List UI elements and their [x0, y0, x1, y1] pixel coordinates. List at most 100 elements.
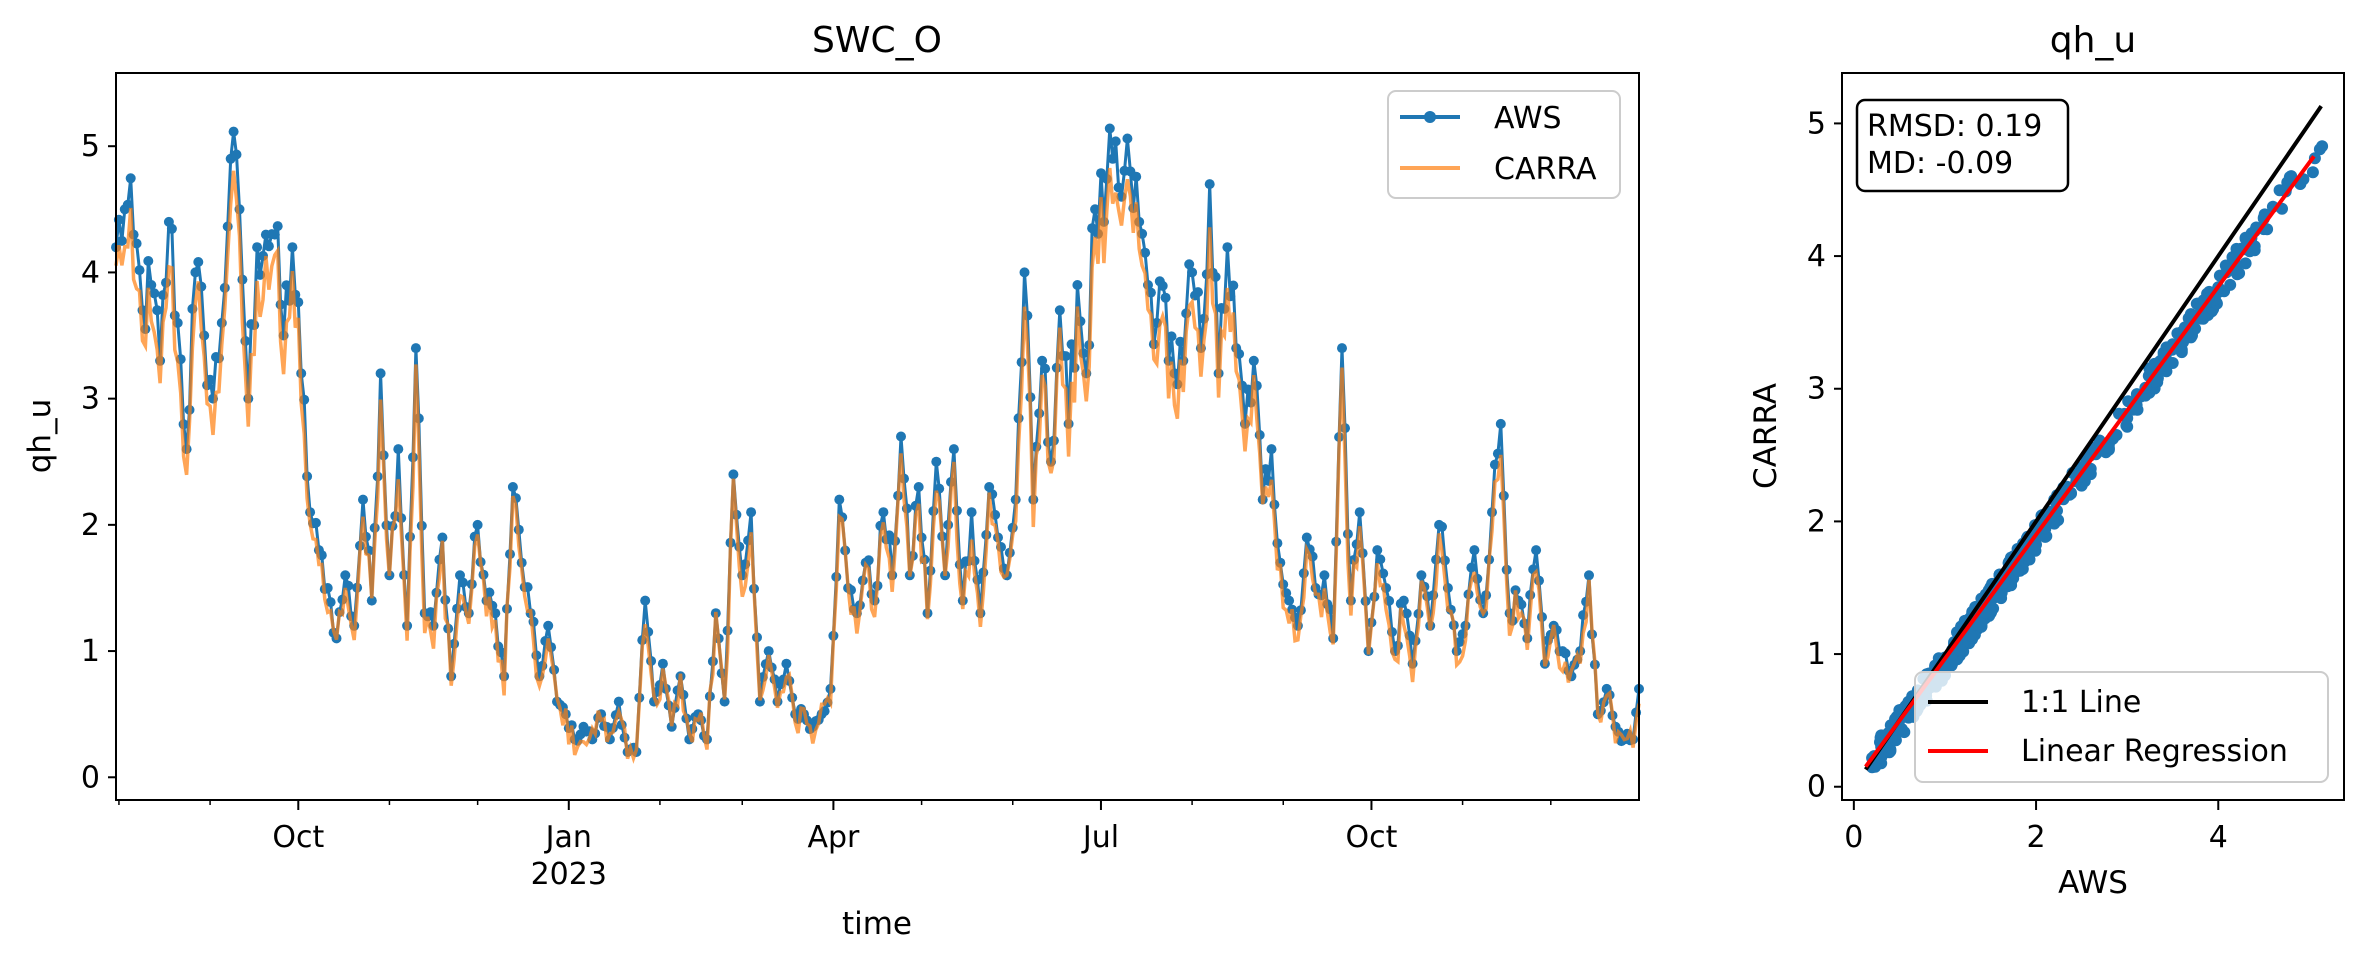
series-aws-point [134, 265, 145, 276]
series-aws-point [666, 721, 677, 732]
scatter-point [2102, 441, 2115, 454]
scatter-point [2175, 346, 2188, 359]
series-aws-point [1466, 562, 1477, 573]
series-carra-line [114, 167, 1641, 764]
scatter-stats-box: RMSD: 0.19 MD: -0.09 [1855, 98, 2070, 193]
series-aws-point [896, 431, 906, 442]
series-aws-point [728, 469, 739, 480]
scatter-x-tick-label: 0 [1844, 820, 1863, 855]
series-aws-point [255, 269, 266, 280]
series-aws-point [948, 444, 959, 455]
scatter-axes-frame [1841, 72, 2345, 801]
scatter-point [2130, 403, 2143, 416]
series-aws-point [1228, 280, 1239, 291]
series-aws-point [1090, 204, 1101, 215]
series-aws-point [1113, 182, 1124, 193]
scatter-panel: qh_u 0 1 2 3 4 5 0 2 4 AWS CARRA RMSD: 0.19 MD:… [1748, 20, 2345, 901]
scatter-point [2316, 140, 2329, 153]
scatter-point [2273, 184, 2286, 197]
scatter-y-tick-label: 5 [1807, 106, 1826, 141]
timeseries-y-tick-label: 1 [81, 634, 100, 669]
timeseries-y-tick-label: 4 [81, 255, 100, 290]
series-aws-point [1140, 247, 1151, 258]
timeseries-y-axis: 0 1 2 3 4 5 [81, 129, 116, 795]
timeseries-x-tick-label: Jul [1081, 820, 1119, 855]
series-aws-point [763, 646, 774, 657]
timeseries-x-tick-label: Oct [1346, 820, 1398, 855]
series-aws-point [1222, 242, 1233, 253]
timeseries-x-tick-label: Oct [272, 820, 324, 855]
legend-aws-label: AWS [1494, 101, 1562, 136]
series-aws-point [310, 517, 321, 528]
series-aws-point [781, 658, 792, 669]
timeseries-title: SWC_O [812, 20, 942, 61]
series-aws-point [1531, 545, 1542, 556]
series-aws-point [1266, 444, 1277, 455]
series-aws-point [543, 620, 554, 631]
series-aws-point [1248, 355, 1259, 366]
timeseries-y-axis-label: qh_u [22, 399, 58, 473]
scatter-legend-box [1914, 671, 2329, 783]
series-aws-point [1066, 339, 1077, 350]
series-aws-point [228, 126, 239, 137]
series-aws-point [269, 229, 280, 240]
series-aws-point [437, 532, 448, 543]
series-aws-point [143, 256, 154, 266]
series-aws-point [640, 595, 651, 606]
scatter-x-axis: 0 2 4 [1844, 800, 2228, 855]
series-aws-point [1019, 267, 1030, 278]
series-aws-point [746, 507, 757, 518]
series-aws-point [1157, 280, 1168, 291]
series-aws-point [1260, 464, 1271, 475]
series-aws-point [1204, 179, 1215, 190]
series-aws-point [193, 257, 204, 267]
scatter-point [2028, 542, 2041, 555]
stats-box-frame [1855, 98, 2070, 193]
timeseries-x-axis-label: time [842, 906, 912, 942]
series-aws-point [1060, 351, 1071, 362]
series-aws-point [1416, 570, 1427, 581]
scatter-point [2039, 530, 2052, 543]
series-aws-point [1560, 648, 1571, 659]
series-aws-point [146, 280, 157, 290]
timeseries-legend: AWS CARRA [1387, 90, 1621, 199]
series-aws-point [1469, 545, 1480, 556]
series-aws-point [1301, 532, 1312, 543]
timeseries-x-tick-sublabel: 2023 [531, 857, 607, 892]
scatter-y-tick-label: 1 [1807, 637, 1826, 672]
series-aws-point [484, 587, 495, 598]
series-aws-point [393, 444, 404, 455]
scatter-x-tick-label: 4 [2209, 820, 2228, 855]
timeseries-axes-frame [115, 72, 1640, 801]
series-aws-point [190, 267, 201, 278]
scatter-y-tick-label: 0 [1807, 770, 1826, 805]
scatter-y-tick-label: 3 [1807, 372, 1826, 407]
series-aws-point [1193, 287, 1203, 298]
timeseries-y-tick-label: 2 [81, 508, 100, 543]
series-aws-point [325, 597, 336, 608]
series-aws-point [272, 221, 283, 232]
series-aws-point [931, 456, 942, 467]
one-to-one-line [1864, 105, 2323, 771]
scatter-point [2011, 564, 2024, 577]
series-aws-point [1284, 595, 1295, 606]
series-aws-point [1184, 259, 1195, 270]
series-aws-point [1072, 280, 1083, 290]
series-aws-point [1398, 595, 1409, 606]
series-aws-point [1037, 355, 1048, 366]
scatter-point [2219, 259, 2232, 272]
series-aws-point [366, 595, 377, 606]
scatter-point [1974, 617, 1987, 630]
series-aws-point [231, 149, 242, 160]
legend-one-to-one-label: 1:1 Line [2021, 685, 2141, 720]
series-aws-point [1122, 133, 1133, 144]
series-aws-point [1454, 637, 1465, 647]
series-aws-point [1337, 343, 1347, 354]
scatter-y-tick-label: 4 [1807, 239, 1826, 274]
series-aws-point [913, 482, 924, 492]
series-aws-point [1495, 418, 1506, 429]
scatter-y-tick-label: 2 [1807, 504, 1826, 539]
series-aws-point [1243, 384, 1253, 395]
timeseries-x-tick-label: Apr [807, 820, 860, 855]
